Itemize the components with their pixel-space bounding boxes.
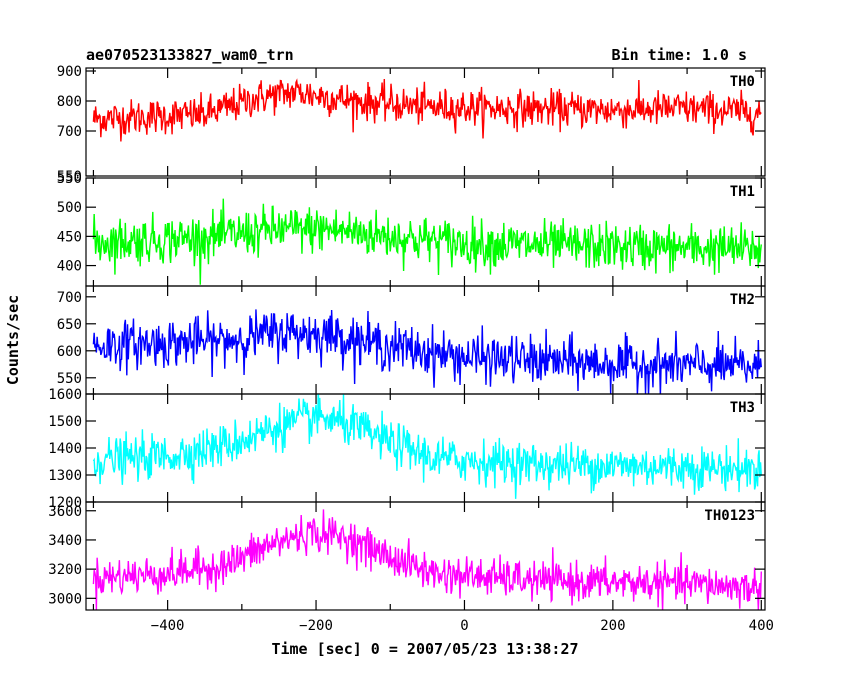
y-tick-label: 1400	[48, 441, 82, 457]
y-tick-label: 400	[57, 259, 82, 275]
x-axis-label: Time [sec] 0 = 2007/05/23 13:38:27	[271, 640, 578, 658]
panel-label: TH1	[730, 184, 755, 200]
y-tick-label: 600	[57, 344, 82, 360]
x-tick-label: −200	[299, 618, 333, 634]
series-th1	[92, 198, 762, 285]
bin-time-label: Bin time: 1.0 s	[612, 46, 747, 64]
y-tick-label: 3400	[48, 533, 82, 549]
panel-th0: 550 700 800 900 TH0	[57, 64, 766, 185]
series-th0	[92, 78, 762, 142]
y-tick-label: 450	[57, 229, 82, 245]
y-tick-label: 550	[57, 171, 82, 187]
panel-frame	[85, 285, 766, 395]
y-tick-label: 550	[57, 371, 82, 387]
panel-label: TH0123	[704, 508, 755, 524]
panel-th1: 400 450 500 550 TH1	[57, 171, 766, 287]
panel-th2: 550 600 650 700 TH2	[57, 285, 766, 395]
panel-th0123: 3000 3200 3400 3600 TH0123	[48, 501, 766, 611]
y-tick-label: 3600	[48, 504, 82, 520]
chart-title: ae070523133827_wam0_trn	[86, 46, 294, 64]
y-tick-label: 1600	[48, 387, 82, 403]
panel-th3: 1200 1300 1400 1500 1600 TH3	[48, 387, 766, 511]
panel-label: TH0	[730, 74, 755, 90]
y-tick-label: 900	[57, 64, 82, 80]
x-tick-label: 200	[600, 618, 625, 634]
y-tick-label: 550	[57, 169, 82, 185]
y-tick-label: 650	[57, 317, 82, 333]
y-axis-label: Counts/sec	[4, 295, 22, 385]
y-tick-label: 1200	[48, 495, 82, 511]
x-axis: −400 −200 0 200 400	[151, 618, 774, 634]
y-tick-label: 1500	[48, 414, 82, 430]
series-th3	[92, 394, 762, 499]
panel-label: TH2	[730, 292, 755, 308]
panel-frame	[85, 501, 766, 611]
y-tick-label: 3000	[48, 591, 82, 607]
series-th2	[92, 309, 762, 394]
series-th0123	[92, 509, 762, 610]
panel-frame	[85, 67, 766, 177]
y-tick-label: 1300	[48, 468, 82, 484]
panels-group: 550700800900TH0400450500550TH15506006507…	[48, 64, 766, 611]
x-tick-label: −400	[151, 618, 185, 634]
x-tick-label: 400	[749, 618, 774, 634]
y-tick-label: 3200	[48, 562, 82, 578]
y-tick-label: 700	[57, 290, 82, 306]
panel-label: TH3	[730, 400, 755, 416]
y-tick-label: 800	[57, 94, 82, 110]
y-tick-label: 700	[57, 124, 82, 140]
x-tick-label: 0	[460, 618, 468, 634]
y-tick-label: 500	[57, 200, 82, 216]
